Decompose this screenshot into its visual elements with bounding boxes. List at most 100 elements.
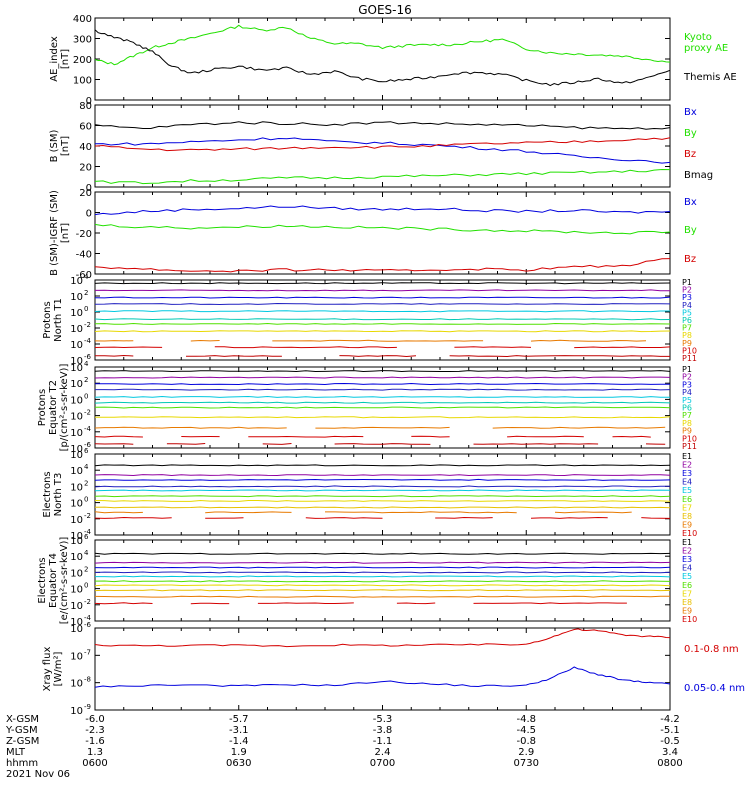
series-line-p10	[94, 435, 143, 438]
footer-value: -3.8	[373, 725, 393, 736]
series-line-e4	[94, 485, 670, 488]
series-line-bz	[94, 137, 671, 152]
series-line-p10	[507, 435, 584, 438]
footer-value: -0.5	[660, 736, 680, 747]
footer-value: -3.1	[229, 725, 249, 736]
legend-entry: E9	[682, 520, 692, 529]
legend-entry: P10	[682, 346, 697, 355]
series-line-p2	[94, 376, 671, 379]
legend-entry: Themis AE	[683, 72, 737, 83]
y-tick-label: 10	[70, 395, 83, 406]
series-line-e9	[325, 511, 517, 514]
legend-entry: E3	[682, 555, 692, 564]
y-tick-exponent: 2	[84, 479, 88, 487]
legend-entry: E10	[682, 529, 697, 538]
legend-entry: Bx	[684, 197, 697, 208]
footer-value: 0630	[226, 758, 251, 769]
series-line-e10	[94, 516, 172, 519]
y-tick-exponent: 2	[84, 376, 88, 384]
legend-entry: E7	[682, 503, 692, 512]
series-line-e10	[473, 602, 627, 605]
series-line-e10	[530, 516, 608, 519]
legend-entry: 0.05-0.4 nm	[684, 683, 745, 694]
y-tick-exponent: 6	[84, 533, 89, 541]
series-line-bz	[94, 258, 671, 273]
series-line-p1	[94, 370, 671, 373]
y-tick-exponent: -4	[84, 337, 92, 345]
y-axis-label: ProtonsEquator T2[p/(cm²-s-sr-keV)]	[37, 364, 70, 452]
y-axis-label: ElectronsNorth T3	[42, 471, 64, 517]
series-line-p11	[334, 443, 431, 445]
y-tick-exponent: -7	[84, 648, 91, 656]
series-line-e10	[190, 602, 230, 605]
series-line-e1	[94, 552, 671, 555]
legend-entry: P3	[682, 293, 692, 302]
y-tick-label: 100	[73, 76, 92, 87]
series-line-p9	[530, 339, 647, 342]
legend-entry: E4	[682, 478, 692, 487]
legend-entry: P7	[682, 324, 692, 333]
y-tick-exponent: 4	[84, 273, 89, 281]
y-tick-label: 10	[70, 450, 83, 461]
legend-entry: E8	[682, 598, 692, 607]
y-axis-label: ProtonsNorth T1	[42, 298, 64, 342]
y-tick-label: 10	[70, 292, 83, 303]
footer-value: -5.7	[229, 714, 249, 725]
series-line-by	[94, 168, 671, 185]
y-tick-label: 10	[70, 706, 83, 717]
series-line-p5	[94, 395, 671, 398]
series-line-p10	[214, 346, 397, 349]
series-line-e3	[94, 566, 671, 569]
y-tick-label: 10	[70, 617, 83, 628]
series-line-e1	[94, 464, 671, 467]
series-line-e5	[94, 489, 671, 492]
y-tick-label: 200	[73, 55, 92, 66]
footer-value: -4.8	[516, 714, 536, 725]
y-tick-exponent: -2	[84, 409, 91, 417]
y-tick-label: 80	[79, 101, 92, 112]
footer-value: -6.0	[85, 714, 105, 725]
series-line-e3	[94, 478, 671, 481]
footer-value: 0700	[370, 758, 395, 769]
y-tick-label: 10	[70, 499, 83, 510]
series-line-e6	[94, 495, 671, 498]
series-line-p10	[454, 346, 532, 348]
y-tick-label: 400	[73, 14, 92, 25]
y-tick-exponent: 4	[84, 463, 89, 471]
y-tick-label: 0	[86, 96, 92, 107]
series-line-p11	[473, 443, 599, 445]
legend-entry: P6	[682, 404, 692, 413]
y-tick-exponent: 0	[84, 496, 88, 504]
footer-value: -5.1	[660, 725, 680, 736]
panel-3: -60 -40 -20 0 20 B (SM)-IGRF (SM)[nT] Bx By Bz	[49, 188, 697, 281]
legend-entry: E2	[682, 461, 692, 470]
series-line-by	[94, 223, 671, 235]
legend-entry: E5	[682, 572, 692, 581]
y-tick-exponent: 0	[84, 392, 88, 400]
footer-value: -4.2	[660, 714, 680, 725]
y-tick-label: 10	[70, 324, 83, 335]
y-tick-label: 40	[79, 142, 92, 153]
series-line-p9	[272, 339, 484, 342]
series-line-e6	[94, 580, 671, 583]
legend-entry: E3	[682, 469, 692, 478]
series-line-e9	[205, 511, 292, 514]
series-line-e9	[554, 511, 632, 514]
series-line-p9	[190, 339, 220, 342]
series-line-p4	[95, 388, 671, 391]
y-tick-label: 10	[70, 340, 83, 351]
series-line-p11	[262, 443, 292, 445]
series-line-p10	[612, 435, 651, 438]
series-line-e10	[435, 516, 493, 519]
series-line-p11	[94, 443, 134, 445]
y-tick-exponent: 2	[84, 565, 88, 573]
y-axis-label: B (SM)-IGRF (SM)[nT]	[49, 190, 71, 276]
y-tick-label: 10	[70, 585, 83, 596]
series-line-e9	[94, 511, 143, 514]
y-tick-label: 10	[70, 568, 83, 579]
y-tick-label: 10	[70, 536, 83, 547]
series-line-p2	[94, 289, 670, 292]
